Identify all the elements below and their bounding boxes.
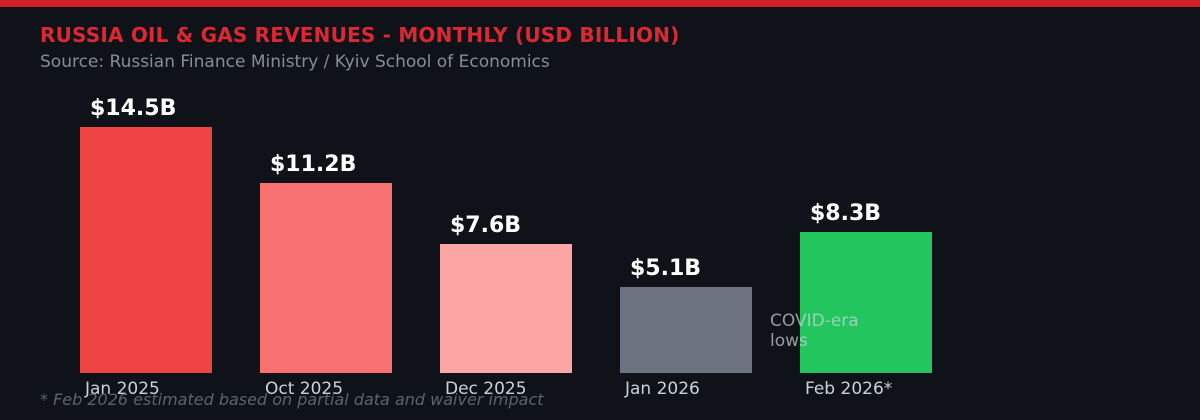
bar-feb-2026 (800, 232, 932, 373)
bar-value-label-jan-2026: $5.1B (630, 256, 702, 281)
bar-value-label-jan-2025: $14.5B (90, 96, 177, 121)
bar-oct-2025 (260, 183, 392, 373)
bar-value-label-oct-2025: $11.2B (270, 152, 357, 177)
bar-value-label-dec-2025: $7.6B (450, 213, 522, 238)
bar-category-label-dec-2025: Dec 2025 (445, 379, 527, 399)
covid-era-lows-annotation: COVID-era lows (770, 311, 859, 352)
accent-strip (0, 0, 1200, 7)
bar-dec-2025 (440, 244, 572, 373)
bar-category-label-feb-2026: Feb 2026* (805, 379, 893, 399)
bar-jan-2026 (620, 287, 752, 373)
chart-title: RUSSIA OIL & GAS REVENUES - MONTHLY (USD… (40, 23, 680, 47)
bar-category-label-jan-2025: Jan 2025 (85, 379, 160, 399)
chart-source-subtitle: Source: Russian Finance Ministry / Kyiv … (40, 52, 550, 72)
bar-jan-2025 (80, 127, 212, 373)
footnote: * Feb 2026 estimated based on partial da… (40, 390, 544, 409)
bar-category-label-oct-2025: Oct 2025 (265, 379, 344, 399)
bar-category-label-jan-2026: Jan 2026 (625, 379, 700, 399)
bar-value-label-feb-2026: $8.3B (810, 201, 882, 226)
